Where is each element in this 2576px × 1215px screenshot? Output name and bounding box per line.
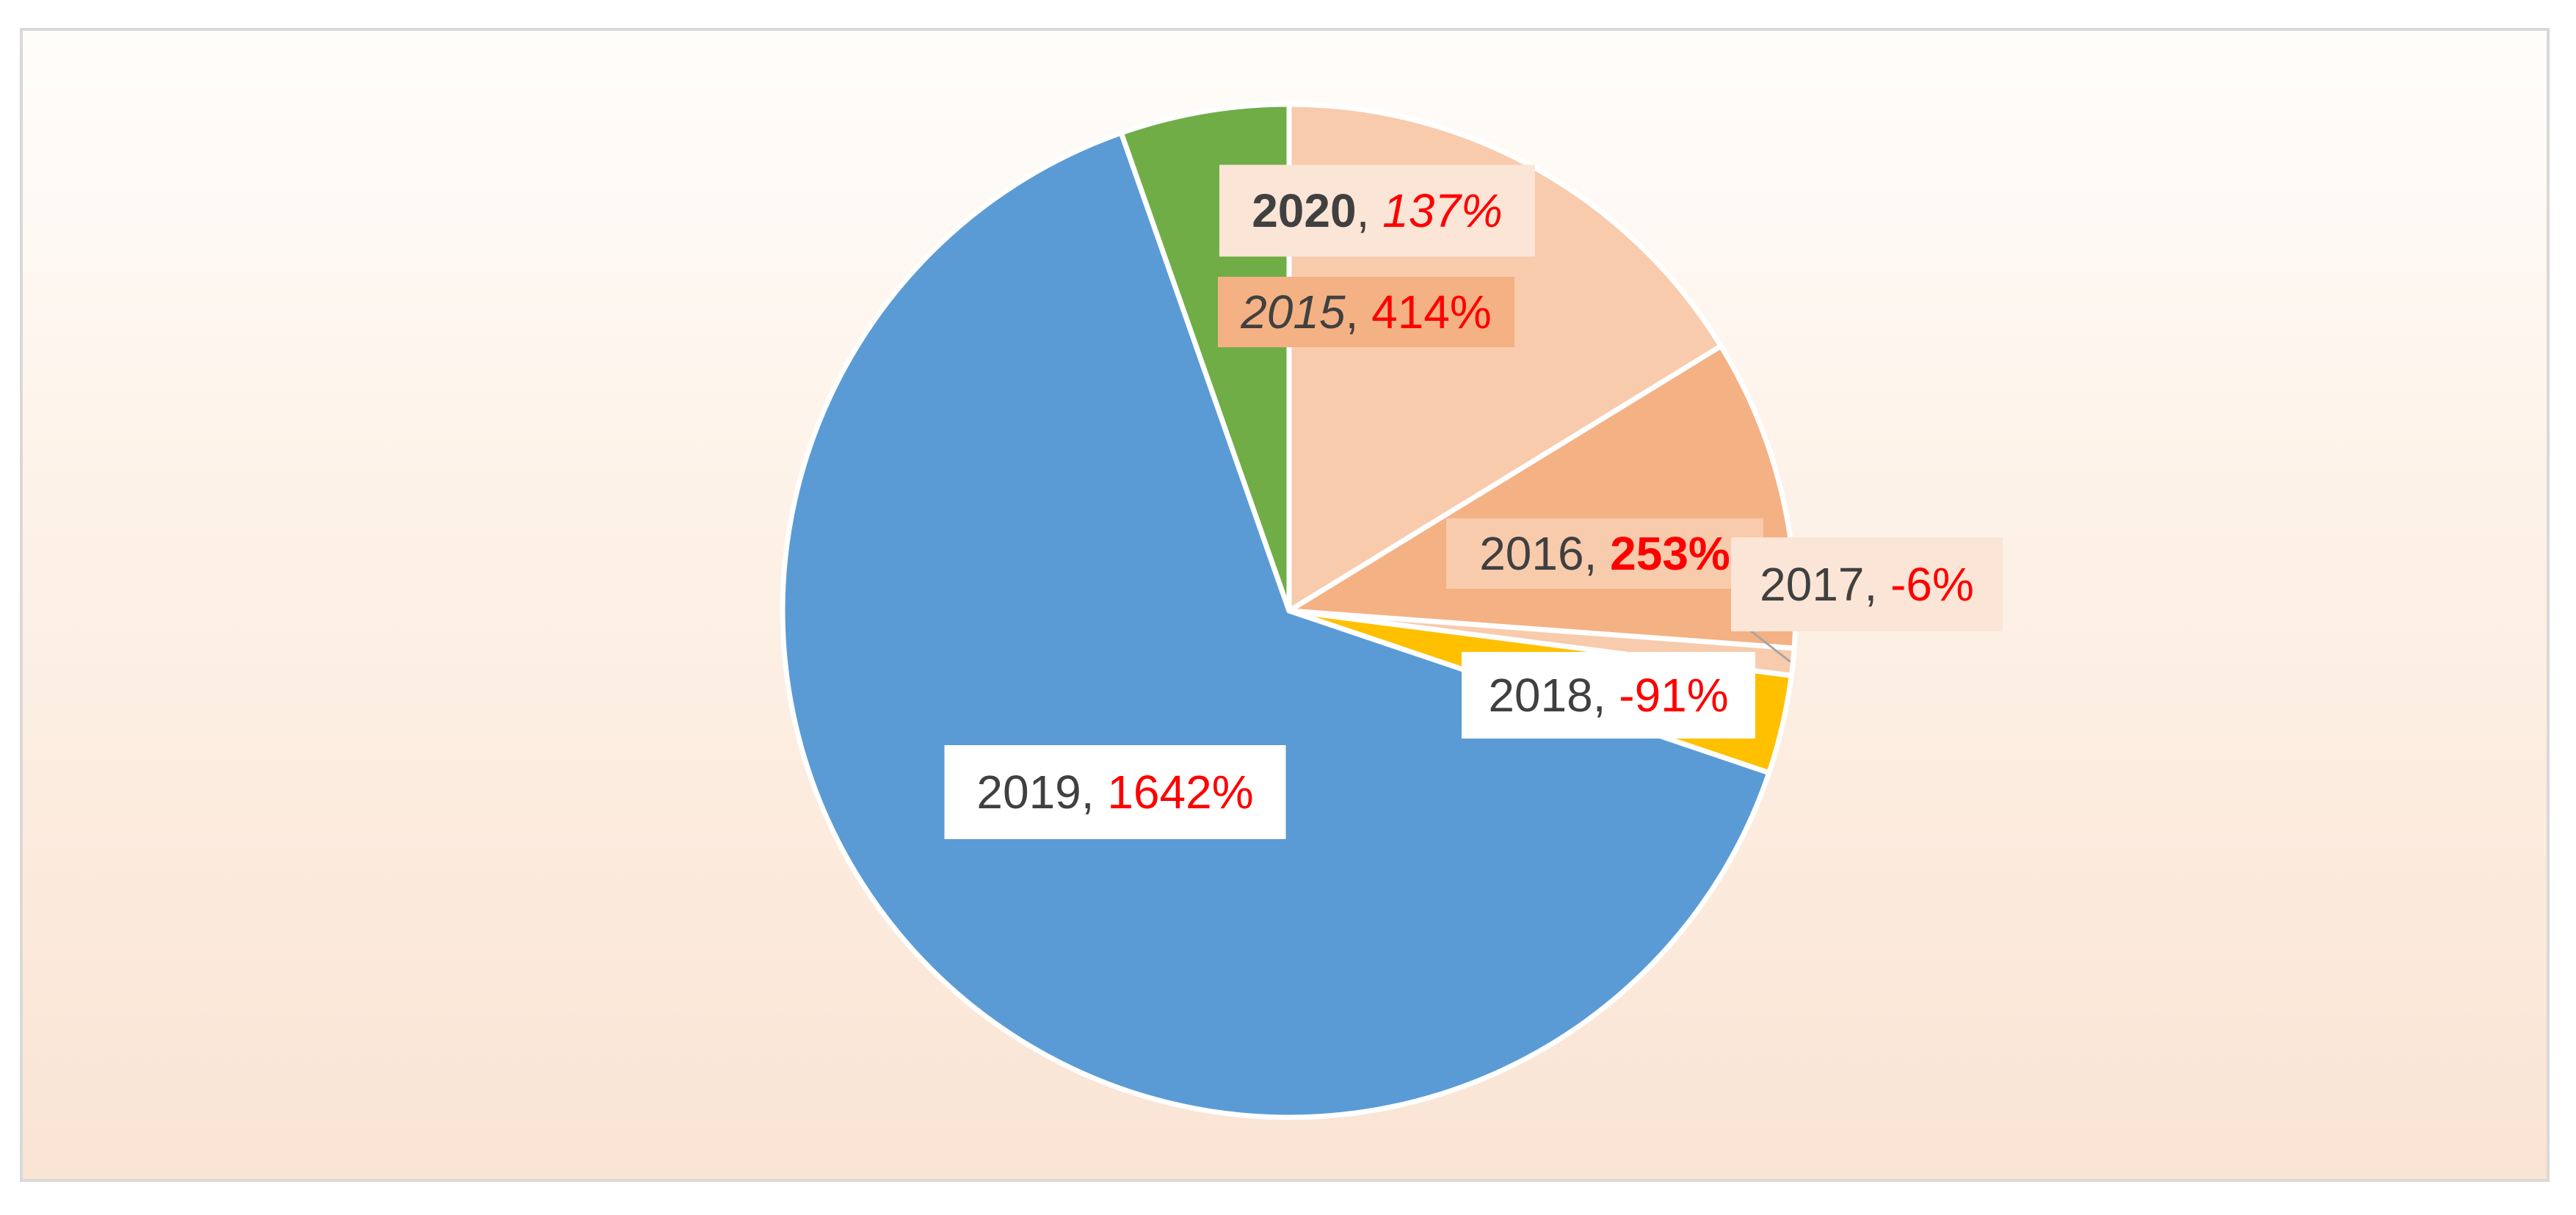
data-label-box [1218, 277, 1514, 347]
data-label-text: 2016, 253% [1479, 527, 1730, 580]
percent-label: 253% [1610, 527, 1730, 580]
data-label-2016: 2016, 253% [1446, 518, 1763, 589]
percent-label: 137% [1382, 184, 1503, 237]
chart-area: 2015, 414% 2016, 253% 2017, -6% 2018, -91% 2… [20, 28, 2550, 1182]
label-separator: , [1584, 527, 1611, 580]
data-label-text: 2018, -91% [1488, 669, 1728, 722]
data-label-box [1731, 537, 2003, 631]
data-label-text: 2017, -6% [1760, 558, 1974, 611]
label-separator: , [1346, 286, 1372, 338]
pie-slice-2019 [780, 130, 1772, 1120]
data-label-text: 2020, 137% [1252, 184, 1503, 237]
data-labels: 2015, 414%2016, 253%2017, -6%2018, -91%2… [944, 164, 2003, 839]
data-label-2017: 2017, -6% [1731, 537, 2003, 631]
category-label: 2020 [1252, 184, 1356, 237]
category-label: 2015 [1240, 286, 1346, 338]
percent-label: 414% [1371, 286, 1492, 338]
data-label-2019: 2019, 1642% [944, 745, 1286, 839]
leader-line-2017 [1749, 628, 1791, 663]
label-separator: , [1593, 669, 1619, 722]
data-label-2020: 2020, 137% [1219, 164, 1535, 257]
pie-chart: 2015, 414%2016, 253%2017, -6%2018, -91%2… [780, 101, 2003, 1120]
data-label-box [1462, 652, 1755, 739]
category-label: 2018 [1488, 669, 1592, 722]
category-label: 2016 [1479, 527, 1583, 580]
category-label: 2017 [1760, 558, 1864, 611]
data-label-text: 2019, 1642% [976, 766, 1253, 819]
label-separator: , [1081, 766, 1108, 819]
label-separator: , [1357, 184, 1383, 237]
category-label: 2019 [976, 766, 1081, 819]
percent-label: 1642% [1107, 766, 1253, 819]
data-label-box [1219, 164, 1535, 257]
leader-lines [1749, 628, 1791, 663]
data-label-2015: 2015, 414% [1218, 277, 1514, 347]
data-label-box [1446, 518, 1763, 589]
percent-label: -6% [1890, 558, 1974, 611]
data-label-2018: 2018, -91% [1462, 652, 1755, 739]
label-separator: , [1865, 558, 1891, 611]
pie-slices [780, 101, 1799, 1120]
data-label-box [944, 745, 1286, 839]
data-label-text: 2015, 414% [1240, 286, 1492, 338]
percent-label: -91% [1619, 669, 1728, 722]
